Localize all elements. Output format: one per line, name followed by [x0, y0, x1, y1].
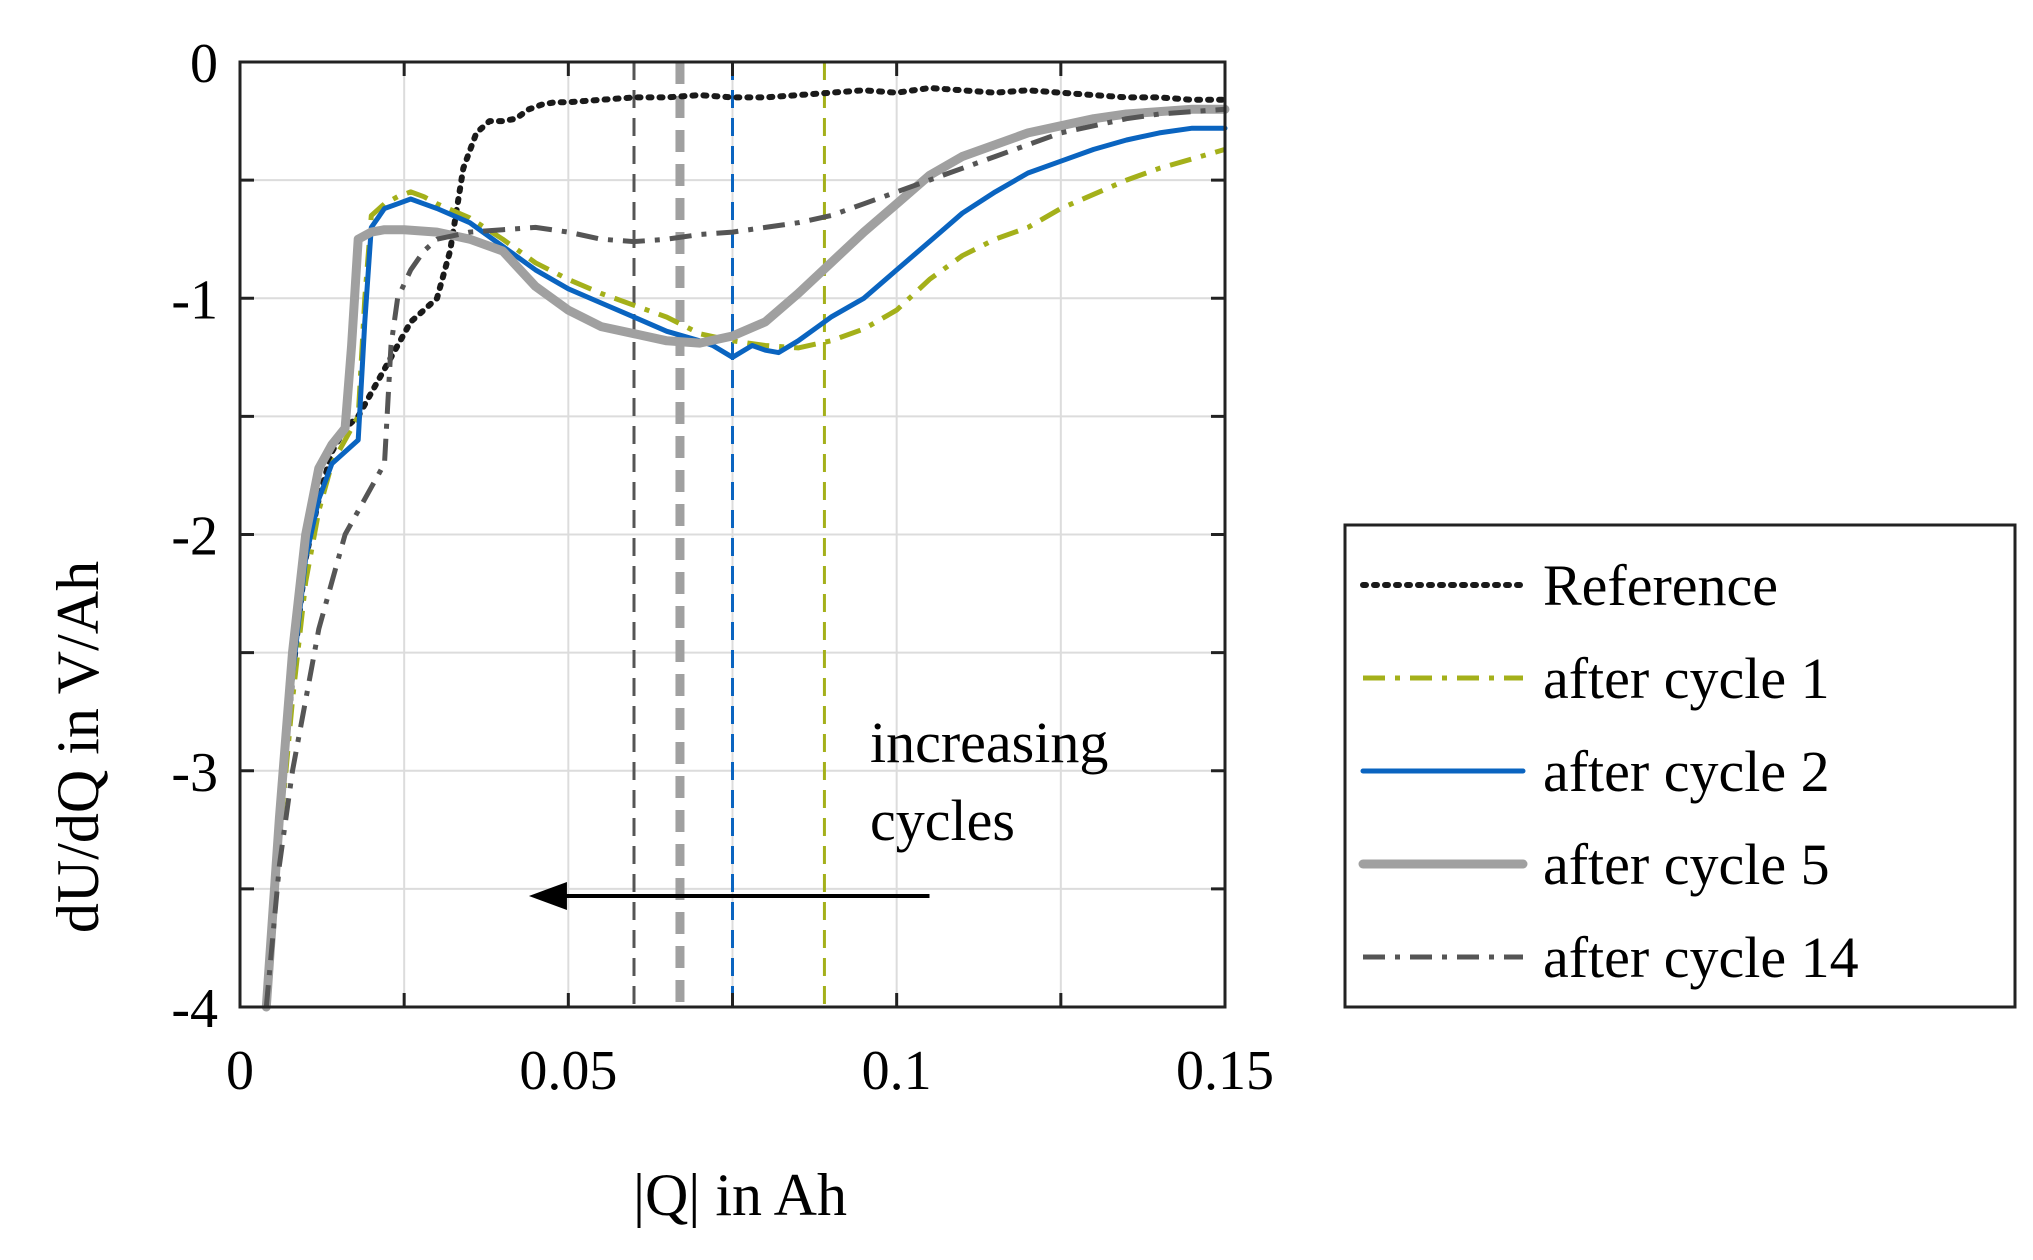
y-tick-label: -2	[171, 506, 218, 568]
legend-label: after cycle 14	[1543, 925, 1859, 990]
x-tick-label: 0	[226, 1040, 254, 1102]
series-line	[263, 125, 1228, 1010]
x-axis-label: |Q| in Ah	[633, 1162, 847, 1228]
y-tick-label: 0	[190, 33, 218, 95]
legend-label: Reference	[1543, 553, 1778, 618]
annotation-arrow-head	[528, 881, 567, 910]
legend: Reference after cycle 1 after cycle 2 after…	[1343, 523, 2017, 1009]
legend-label: after cycle 2	[1543, 739, 1830, 804]
series-line	[261, 104, 1230, 1012]
x-tick-label: 0.05	[519, 1040, 617, 1102]
axis-ticks: 0 0.05 0.1 0.15 0 -1 -2 -3 -4	[171, 33, 1274, 1102]
series-line	[263, 106, 1226, 1008]
y-tick-label: -4	[171, 978, 218, 1040]
series-lines	[261, 85, 1230, 1012]
y-tick-label: -1	[171, 269, 218, 331]
legend-box	[1343, 523, 2017, 1009]
annotation: increasing cycles	[528, 710, 1108, 910]
x-tick-label: 0.15	[1176, 1040, 1274, 1102]
y-tick-label: -3	[171, 742, 218, 804]
y-axis-label: dU/dQ in V/Ah	[45, 561, 111, 933]
legend-label: after cycle 1	[1543, 646, 1830, 711]
x-tick-label: 0.1	[862, 1040, 932, 1102]
legend-label: after cycle 5	[1543, 832, 1830, 897]
series-line	[263, 146, 1226, 1008]
annotation-line-2: cycles	[870, 788, 1015, 853]
annotation-line-1: increasing	[870, 710, 1108, 775]
